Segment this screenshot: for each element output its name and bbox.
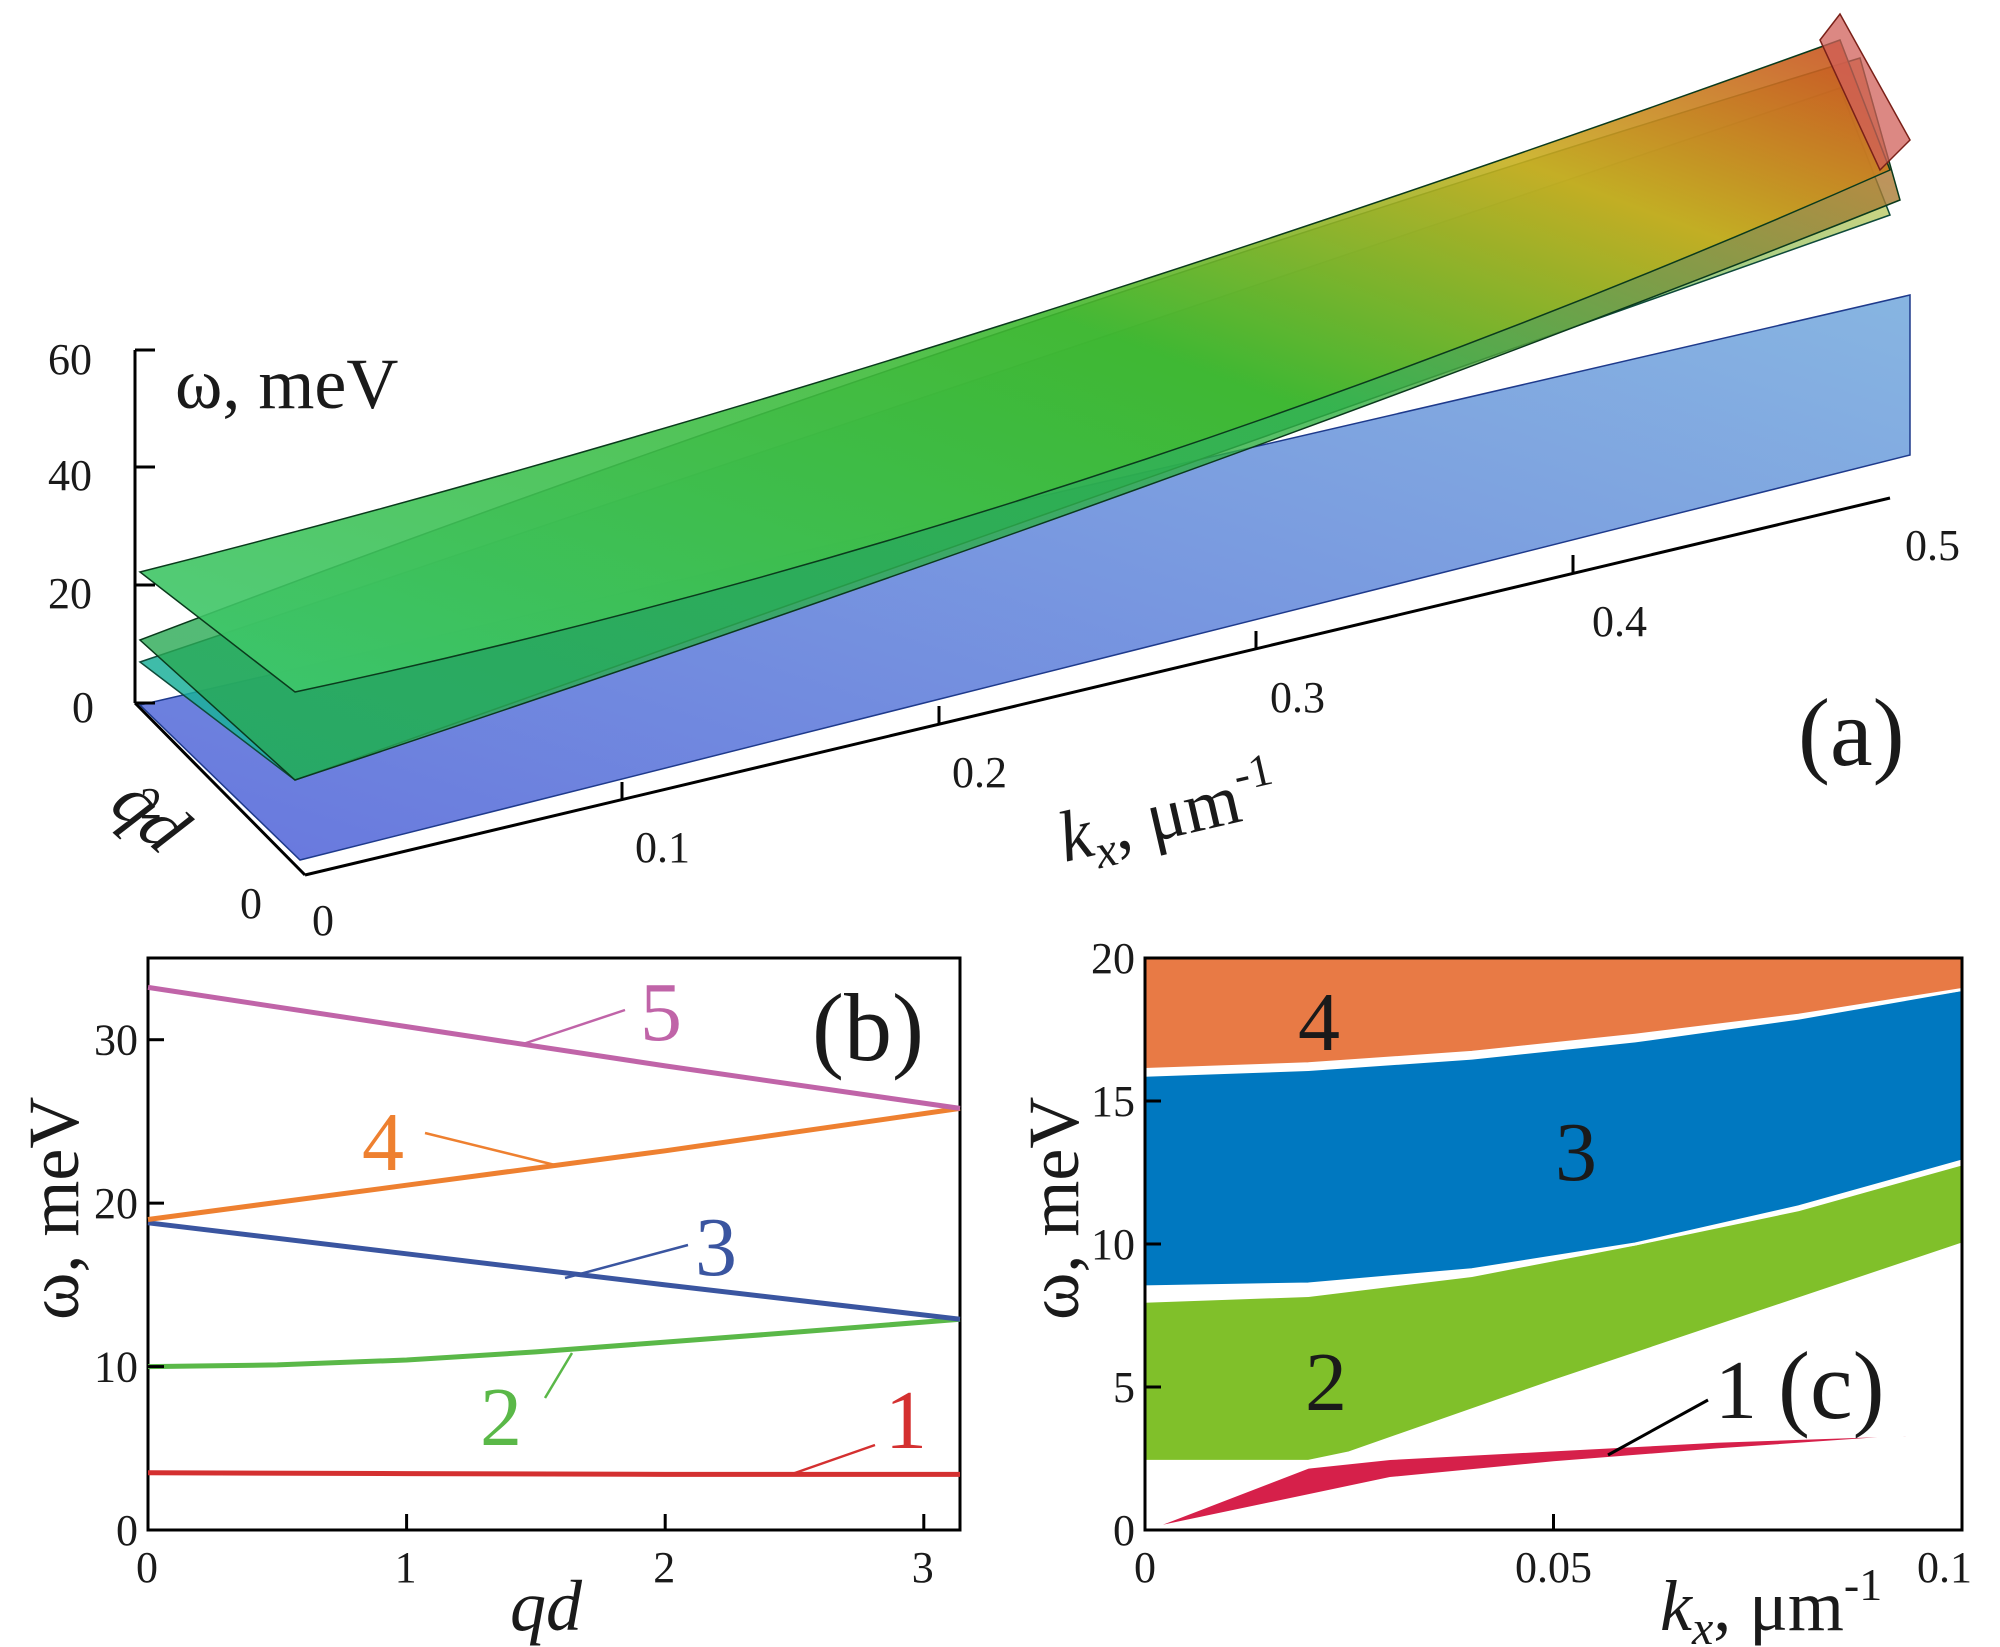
- label-mode-2: 2: [480, 1371, 522, 1464]
- c-x-axis-label-rest: , μm: [1713, 1566, 1844, 1646]
- b-y-axis-label: ω, meV: [14, 1097, 94, 1320]
- x-tick-label-0-4: 0.4: [1592, 597, 1647, 646]
- b-x-axis-label: qd: [510, 1566, 583, 1646]
- panel-c: 0 0.05 0.1 0 5 10 15 20 4 3 2 1 (c) ω, meV kx, …: [1014, 934, 1972, 1647]
- b-y-tick-label: 0: [116, 1506, 138, 1555]
- surface-mode-1: [138, 294, 1911, 861]
- z-tick-label-60: 60: [48, 335, 92, 384]
- surface-mode-5: [1819, 12, 1911, 172]
- x-tick-label-0-5: 0.5: [1905, 521, 1960, 570]
- x-tick-label-0-2: 0.2: [952, 748, 1007, 797]
- c-x-axis-label: kx, μm-1: [1660, 1559, 1882, 1647]
- series-line-mode-3: [147, 1220, 961, 1322]
- c-y-tick-label: 15: [1091, 1077, 1135, 1126]
- x-axis-label: kx, μm-1: [1049, 743, 1287, 887]
- b-y-tick-label: 30: [94, 1016, 138, 1065]
- plot-frame-b: [146, 956, 962, 1532]
- b-x-tick-label: 1: [395, 1543, 417, 1592]
- y-axis: [133, 701, 307, 877]
- label-mode-4: 4: [362, 1096, 404, 1189]
- b-y-tick-label: 20: [94, 1179, 138, 1228]
- x-tick-label-0-1: 0.1: [635, 823, 690, 872]
- series-line-mode-5: [147, 984, 961, 1111]
- z-axis-label: ω, meV: [175, 344, 398, 424]
- label-mode-5: 5: [640, 966, 682, 1059]
- panel-label-b: (b): [812, 974, 924, 1081]
- leader-4: [424, 1131, 556, 1167]
- b-y-tick-label: 10: [94, 1343, 138, 1392]
- c-x-tick-label: 0: [1134, 1543, 1156, 1592]
- b-series-group: [147, 984, 961, 1477]
- c-x-tick-label: 0.1: [1917, 1543, 1972, 1592]
- series-line-mode-2: [147, 1316, 961, 1370]
- c-y-tick-label: 0: [1113, 1506, 1135, 1555]
- label-mode-3: 3: [695, 1201, 737, 1294]
- b-x-tick-label: 3: [912, 1543, 934, 1592]
- leader-2: [543, 1352, 574, 1399]
- series-line-mode-1: [147, 1470, 960, 1477]
- z-tick-label-40: 40: [48, 451, 92, 500]
- leader-c-1: [1607, 1398, 1709, 1457]
- x-tick-label-0: 0: [312, 896, 334, 945]
- c-x-axis-label-main: k: [1660, 1566, 1694, 1646]
- c-y-axis-label: ω, meV: [1014, 1097, 1094, 1320]
- c-y-tick-label: 5: [1113, 1363, 1135, 1412]
- c-y-tick-label: 20: [1091, 934, 1135, 983]
- band-label-2: 2: [1305, 1336, 1347, 1429]
- band-label-3: 3: [1555, 1106, 1597, 1199]
- y-tick-label-2: 2: [140, 779, 162, 828]
- leader-5: [519, 1008, 626, 1047]
- y-tick-label-0: 0: [240, 879, 262, 928]
- c-x-axis-label-sub: x: [1691, 1602, 1713, 1647]
- b-x-tick-label: 2: [653, 1543, 675, 1592]
- label-mode-1: 1: [885, 1374, 927, 1467]
- band-label-1: 1: [1715, 1344, 1757, 1437]
- panel-label-a: (a): [1798, 679, 1905, 786]
- x-axis: [304, 496, 1891, 877]
- series-line-mode-4: [147, 1105, 961, 1222]
- c-x-axis-label-sup: -1: [1844, 1559, 1882, 1610]
- x-axis-label-rest: , μm: [1103, 758, 1248, 865]
- c-ticks-group: 0 0.05 0.1 0 5 10 15 20: [1091, 934, 1972, 1592]
- c-x-tick-label: 0.05: [1515, 1543, 1592, 1592]
- band-label-4: 4: [1298, 976, 1340, 1069]
- leader-3: [564, 1243, 689, 1280]
- leader-1: [791, 1443, 876, 1476]
- y-axis-label: qd: [97, 760, 205, 868]
- c-bands-group: [1143, 956, 1964, 1532]
- z-tick-label-20: 20: [48, 569, 92, 618]
- surface-group: [138, 12, 1911, 861]
- panel-label-c: (c): [1778, 1332, 1885, 1439]
- z-tick-label-0: 0: [72, 683, 94, 732]
- b-x-tick-label: 0: [136, 1543, 158, 1592]
- c-y-tick-label: 10: [1091, 1220, 1135, 1269]
- x-tick-label-0-3: 0.3: [1270, 673, 1325, 722]
- panel-a: 60 40 20 0 2 0 0 0.1 0.2 0.3 0.4 0.5 ω, …: [48, 12, 1960, 945]
